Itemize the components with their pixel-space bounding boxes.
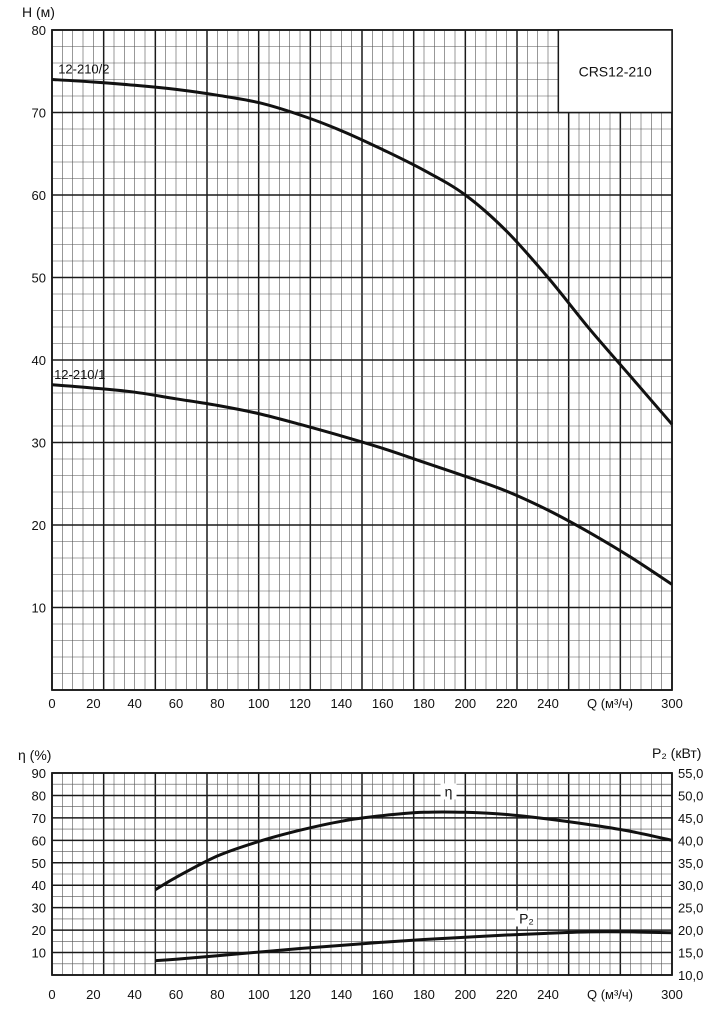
head-y-tick-label: 40: [32, 353, 46, 368]
head-y-tick-label: 30: [32, 436, 46, 451]
eff-x-tick-label: 300: [661, 987, 683, 1002]
eff-x-tick-label: 60: [169, 987, 183, 1002]
power-y-tick-label: 45,0: [678, 811, 703, 826]
power-series-label: P₂: [519, 910, 534, 926]
head-x-tick-label: 300: [661, 696, 683, 711]
power-y-tick-label: 10,0: [678, 968, 703, 983]
head-x-tick-label: 140: [330, 696, 352, 711]
eff-x-tick-label: 0: [48, 987, 55, 1002]
eff-x-tick-label: 120: [289, 987, 311, 1002]
head-x-tick-label: 100: [248, 696, 270, 711]
eff-y-tick-label: 70: [32, 811, 46, 826]
eff-y-tick-label: 90: [32, 766, 46, 781]
head-x-tick-label: 40: [127, 696, 141, 711]
head-y-tick-label: 70: [32, 106, 46, 121]
head-x-tick-label: 160: [372, 696, 394, 711]
power-label-bg: [514, 910, 537, 927]
eff-y-tick-label: 10: [32, 946, 46, 961]
efficiency-chart-grid: [51, 772, 673, 976]
power-y-tick-label: 30,0: [678, 878, 703, 893]
efficiency-curve: [154, 810, 673, 892]
eff-x-tick-label: 140: [330, 987, 352, 1002]
head-x-tick-label: 60: [169, 696, 183, 711]
model-label-box: [557, 29, 673, 114]
head-x-tick-label: 0: [48, 696, 55, 711]
head-y-tick-label: 60: [32, 188, 46, 203]
eff-x-tick-label: 180: [413, 987, 435, 1002]
eff-y-tick-label: 40: [32, 878, 46, 893]
head-chart-frame: [51, 29, 673, 691]
head-x-tick-label: 120: [289, 696, 311, 711]
eff-x-tick-label: 220: [496, 987, 518, 1002]
head-chart-grid: [51, 29, 673, 691]
head-x-tick-label: 220: [496, 696, 518, 711]
eff-x-tick-label: 200: [454, 987, 476, 1002]
eff-x-tick-label: 160: [372, 987, 394, 1002]
eff-x-axis-title: Q (м³/ч): [587, 987, 633, 1002]
eff-x-tick-label: 100: [248, 987, 270, 1002]
series-label-stage-2: 12-210/2: [58, 62, 109, 77]
power-y-tick-label: 35,0: [678, 856, 703, 871]
power-curve: [155, 930, 673, 963]
head-x-tick-label: 200: [454, 696, 476, 711]
head-x-tick-label: 180: [413, 696, 435, 711]
power-y-tick-label: 15,0: [678, 946, 703, 961]
head-x-tick-label: 20: [86, 696, 100, 711]
efficiency-series-label: η: [445, 783, 453, 799]
head-y-tick-label: 20: [32, 518, 46, 533]
eff-y-tick-label: 80: [32, 788, 46, 803]
eff-y-tick-label: 30: [32, 901, 46, 916]
power-y-tick-label: 50,0: [678, 788, 703, 803]
eff-x-tick-label: 240: [537, 987, 559, 1002]
eff-x-tick-label: 20: [86, 987, 100, 1002]
head-y-tick-label: 50: [32, 271, 46, 286]
power-y-axis-title: P₂ (кВт): [652, 745, 701, 761]
head-y-tick-label: 10: [32, 601, 46, 616]
eff-x-tick-label: 80: [210, 987, 224, 1002]
head-x-tick-label: 240: [537, 696, 559, 711]
head-x-tick-label: 80: [210, 696, 224, 711]
head-x-axis-title: Q (м³/ч): [587, 696, 633, 711]
head-y-tick-label: 80: [32, 23, 46, 38]
head-curve-stage-1: [51, 383, 673, 586]
eff-y-axis-title: η (%): [18, 747, 51, 763]
head-y-axis-title: H (м): [22, 4, 55, 20]
power-y-tick-label: 20,0: [678, 923, 703, 938]
eff-y-tick-label: 20: [32, 923, 46, 938]
eff-x-tick-label: 40: [127, 987, 141, 1002]
efficiency-chart-frame: [51, 772, 673, 976]
eff-y-tick-label: 50: [32, 856, 46, 871]
head-curve-stage-2: [51, 78, 674, 426]
series-label-stage-1: 12-210/1: [54, 367, 105, 382]
power-y-tick-label: 25,0: [678, 901, 703, 916]
power-y-tick-label: 40,0: [678, 833, 703, 848]
eff-y-tick-label: 60: [32, 833, 46, 848]
model-label: CRS12-210: [579, 63, 652, 79]
power-y-tick-label: 55,0: [678, 766, 703, 781]
efficiency-label-bg: [440, 783, 457, 800]
